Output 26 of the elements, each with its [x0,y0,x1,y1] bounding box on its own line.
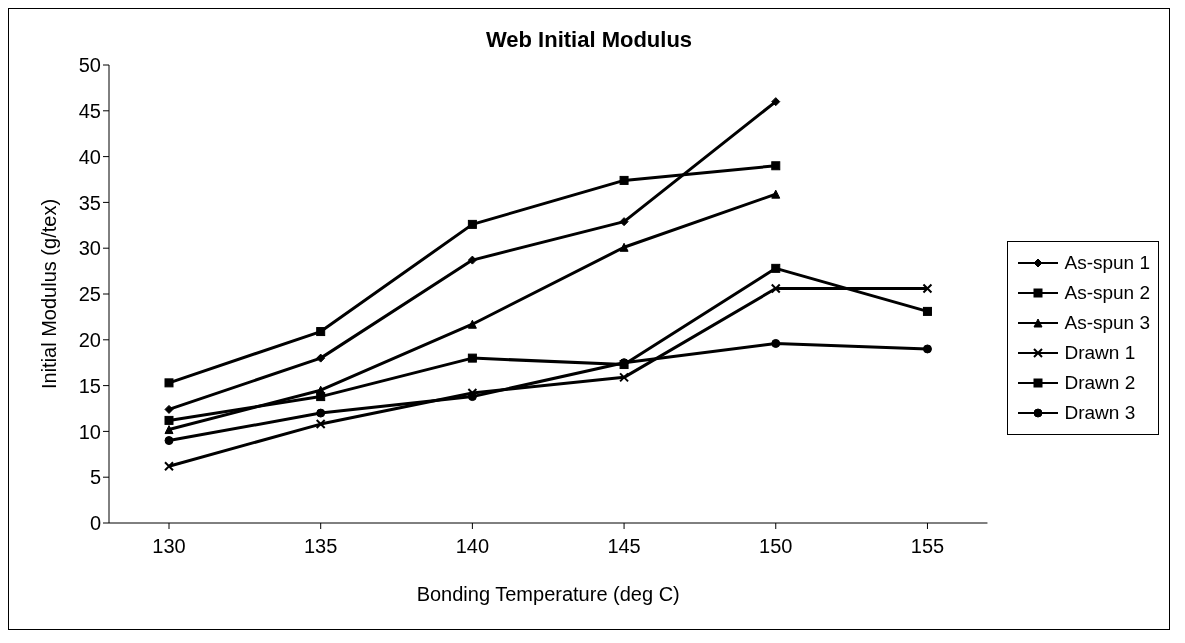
y-tick-label: 0 [89,512,101,535]
x-tick-label: 150 [759,535,793,558]
legend-label: As-spun 2 [1064,281,1150,305]
legend-label: Drawn 2 [1064,371,1136,395]
legend-label: As-spun 1 [1064,251,1150,275]
y-tick-label: 40 [78,145,101,168]
y-tick-label: 50 [78,54,101,77]
y-tick-label: 30 [78,237,101,260]
x-tick-label: 140 [455,535,490,558]
y-axis-title: Initial Modulus (g/tex) [38,198,61,390]
legend-label: Drawn 3 [1064,401,1136,425]
y-tick-label: 15 [78,374,101,397]
x-axis-title: Bonding Temperature (deg C) [416,583,680,606]
y-tick-label: 45 [78,99,101,122]
y-tick-label: 25 [78,283,101,306]
x-tick-label: 155 [910,535,945,558]
chart-title: Web Initial Modulus [484,27,694,53]
x-tick-label: 145 [607,535,641,558]
y-tick-label: 10 [78,420,101,443]
legend-label: Drawn 1 [1064,341,1136,365]
legend-label: As-spun 3 [1064,311,1150,335]
y-tick-label: 20 [78,328,101,351]
x-tick-label: 130 [152,535,186,558]
y-tick-label: 5 [89,466,101,489]
x-tick-label: 135 [304,535,338,558]
y-tick-label: 35 [78,191,101,214]
